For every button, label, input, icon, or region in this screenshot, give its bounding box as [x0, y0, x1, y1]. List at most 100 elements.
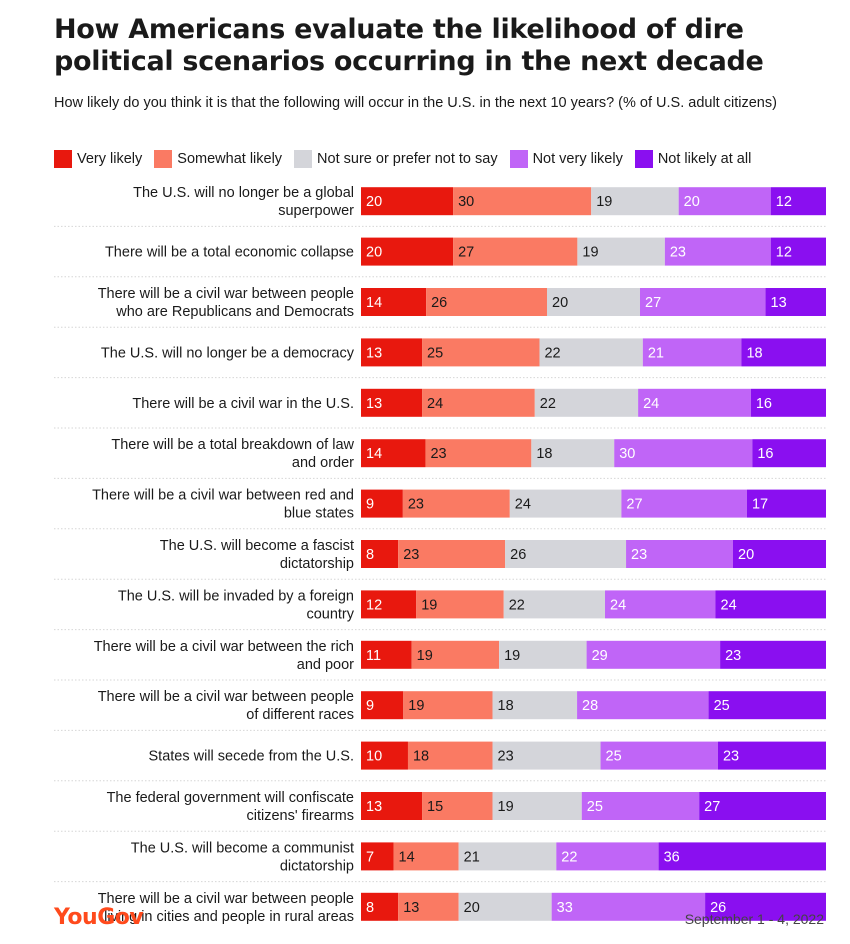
bar-segment — [361, 187, 454, 216]
bar-value-label: 25 — [714, 698, 730, 714]
bar-segment — [422, 338, 540, 367]
bar-segment — [425, 439, 532, 468]
bar-segment — [733, 540, 826, 568]
bar-value-label: 20 — [684, 194, 700, 210]
bar-value-label: 30 — [458, 194, 474, 210]
bar-value-label: 24 — [721, 597, 737, 613]
bar-value-label: 20 — [464, 900, 480, 916]
bar-segment — [361, 388, 423, 417]
bar-value-label: 30 — [619, 446, 635, 462]
bar-segment — [770, 187, 826, 216]
bar-value-label: 23 — [430, 446, 446, 462]
bar-segment — [658, 842, 826, 871]
bar-value-label: 23 — [725, 648, 741, 664]
bar-value-label: 19 — [408, 698, 424, 714]
legend-item-not-likely-at-all: Not likely at all — [634, 150, 751, 168]
bar-segment — [586, 640, 721, 669]
bar-value-label: 13 — [771, 295, 787, 311]
category-label: There will be a civil war between red an… — [92, 488, 354, 504]
bar-segment — [626, 540, 733, 568]
bar-value-label: 12 — [366, 597, 382, 613]
bar-value-label: 9 — [366, 497, 374, 513]
bar-value-label: 7 — [366, 849, 374, 865]
bar-segment — [411, 640, 500, 669]
legend: Very likely Somewhat likely Not sure or … — [54, 149, 763, 169]
bar-segment — [458, 842, 557, 871]
bar-segment — [591, 187, 679, 216]
bar-segment — [361, 640, 412, 669]
bar-value-label: 20 — [366, 194, 382, 210]
bar-value-label: 27 — [626, 497, 642, 513]
bar-segment — [664, 237, 771, 266]
bar-segment — [505, 540, 627, 568]
legend-swatch-somewhat-likely — [154, 150, 173, 168]
legend-swatch-not-sure — [294, 150, 313, 168]
category-label: The U.S. will no longer be a global — [133, 185, 354, 201]
bar-segment — [402, 489, 510, 518]
legend-swatch-not-likely-at-all — [634, 150, 653, 168]
bar-value-label: 12 — [776, 194, 792, 210]
bar-segment — [422, 792, 493, 820]
bar-segment — [361, 892, 399, 921]
bar-segment — [705, 892, 826, 921]
bar-segment — [361, 540, 399, 568]
category-label: superpower — [278, 203, 354, 219]
bar-segment — [547, 288, 640, 316]
bar-segment — [403, 691, 493, 720]
category-label: dictatorship — [280, 858, 354, 874]
category-label: blue states — [284, 506, 354, 522]
bar-segment — [640, 288, 766, 316]
bar-value-label: 13 — [366, 345, 382, 361]
category-label: and order — [292, 455, 354, 471]
bar-value-label: 18 — [536, 446, 552, 462]
bar-value-label: 24 — [427, 396, 443, 412]
legend-item-somewhat-likely: Somewhat likely — [154, 150, 282, 168]
bar-value-label: 20 — [366, 245, 382, 261]
legend-item-very-likely: Very likely — [54, 150, 142, 168]
bar-segment — [539, 338, 643, 367]
bar-value-label: 8 — [366, 900, 374, 916]
category-label: The U.S. will be invaded by a foreign — [118, 588, 354, 604]
legend-label-somewhat-likely: Somewhat likely — [177, 151, 283, 167]
bar-value-label: 20 — [552, 295, 568, 311]
bar-segment — [361, 439, 426, 468]
bar-value-label: 14 — [366, 295, 382, 311]
bar-value-label: 29 — [592, 648, 608, 664]
bar-segment — [393, 842, 459, 871]
bar-segment — [398, 892, 459, 921]
survey-date: September 1 - 4, 2022 — [684, 911, 824, 927]
bar-segment — [361, 741, 408, 770]
bar-value-label: 18 — [413, 749, 429, 765]
bar-segment — [361, 288, 427, 316]
bar-value-label: 10 — [366, 749, 382, 765]
bar-value-label: 22 — [561, 849, 577, 865]
bar-value-label: 27 — [458, 245, 474, 261]
category-label: who are Republicans and Democrats — [115, 304, 354, 320]
bar-value-label: 9 — [366, 698, 374, 714]
bar-value-label: 19 — [421, 597, 437, 613]
legend-item-not-very-likely: Not very likely — [509, 150, 623, 168]
category-label: The federal government will confiscate — [107, 790, 354, 806]
bar-value-label: 24 — [515, 497, 531, 513]
bar-segment — [614, 439, 753, 468]
bar-value-label: 13 — [366, 799, 382, 815]
category-label: The U.S. will become a communist — [131, 840, 354, 856]
bar-segment — [551, 892, 706, 921]
category-label: country — [306, 606, 354, 622]
bar-segment — [746, 489, 826, 518]
bar-value-label: 23 — [631, 547, 647, 563]
bar-segment — [361, 338, 423, 367]
legend-swatch-very-likely — [54, 150, 72, 168]
bar-segment — [503, 590, 606, 619]
category-label: The U.S. will become a fascist — [160, 538, 354, 554]
legend-label-not-sure: Not sure or prefer not to say — [317, 151, 498, 167]
bar-segment — [361, 590, 417, 619]
bar-value-label: 28 — [582, 698, 598, 714]
bar-value-label: 25 — [587, 799, 603, 815]
bar-value-label: 23 — [403, 547, 419, 563]
bar-segment — [361, 489, 403, 518]
bar-value-label: 22 — [544, 345, 560, 361]
bar-value-label: 23 — [408, 497, 424, 513]
bar-value-label: 25 — [427, 345, 443, 361]
